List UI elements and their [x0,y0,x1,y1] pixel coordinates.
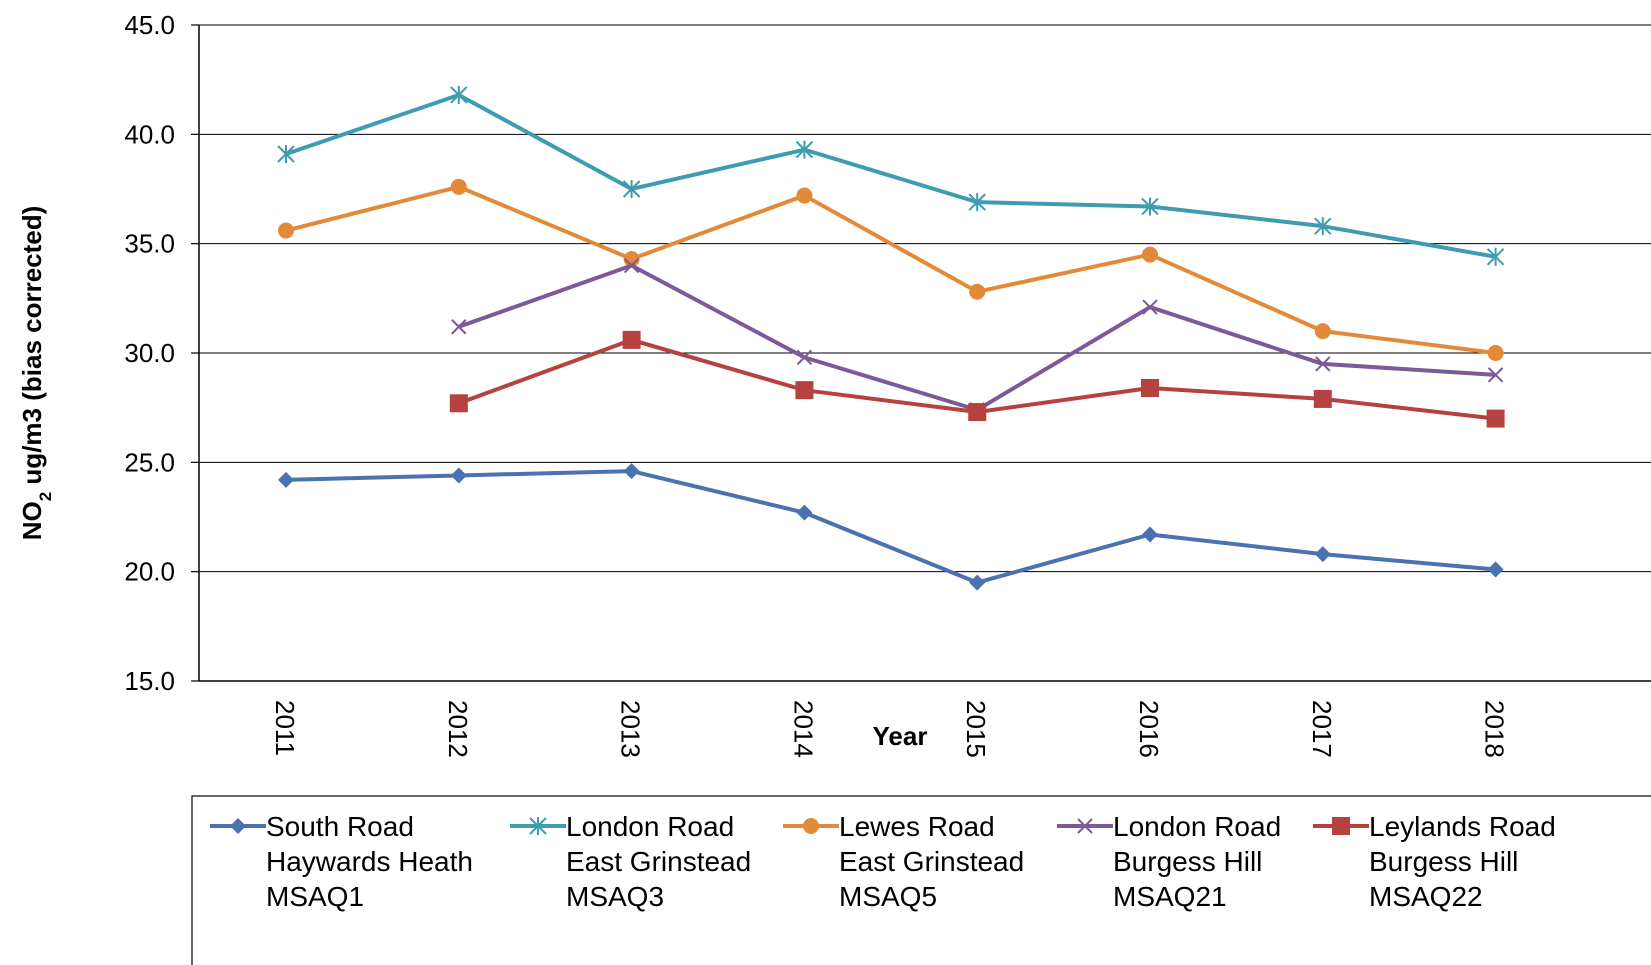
series-1 [278,463,1504,591]
x-tick-label: 2017 [1307,700,1337,758]
data-point [1487,367,1504,383]
legend-entry: Leylands Road Burgess Hill MSAQ22 [1313,811,1556,912]
legend-label: MSAQ3 [566,881,664,912]
legend-label: Burgess Hill [1369,846,1518,877]
data-point [1142,299,1158,315]
legend: South Road Haywards Heath MSAQ1 London Road… [191,795,1651,965]
data-point [277,145,295,164]
data-point [450,85,468,104]
data-point [1142,246,1158,263]
data-point [795,381,814,400]
data-point [450,467,467,484]
data-point [1142,526,1158,543]
legend-label: London Road [566,811,734,842]
legend-label: MSAQ1 [266,881,364,912]
data-point [796,187,813,204]
data-point [796,349,813,366]
series-group [277,85,1505,591]
legend-label: Haywards Heath [266,846,473,877]
series-2 [277,85,1505,266]
legend-entry: London Road East Grinstead MSAQ3 [510,811,751,912]
data-point [968,193,986,212]
series-line [285,92,1496,259]
data-point [1332,817,1350,835]
data-point [451,319,467,335]
y-tick-label: 40.0 [124,119,175,149]
data-point [529,817,547,835]
y-tick-label: 15.0 [124,666,175,696]
data-point [1315,356,1331,372]
data-point [278,222,294,239]
axes [198,25,1651,682]
data-point [449,394,468,413]
legend-label: Leylands Road [1369,811,1556,842]
x-tick-labels: 2011 2012 2013 2014 2015 2016 2017 2018 [270,700,1510,758]
series-4 [451,257,1504,418]
y-tick-label: 20.0 [124,557,175,587]
y-tick-labels: 15.0 20.0 25.0 30.0 35.0 40.0 45.0 [124,10,175,696]
x-tick-label: 2014 [788,700,818,758]
legend-label: MSAQ5 [839,881,937,912]
data-point [1486,409,1505,428]
data-point [1077,818,1093,834]
data-point [1314,546,1331,563]
data-point [969,574,986,591]
data-point [1313,389,1332,408]
data-point [1314,323,1331,340]
x-tick-label: 2013 [616,700,646,758]
legend-entry: South Road Haywards Heath MSAQ1 [210,811,473,912]
legend-label: Lewes Road [839,811,995,842]
x-tick-label: 2011 [270,700,300,756]
series-line [285,184,1496,355]
data-point [623,463,640,480]
legend-label: Burgess Hill [1113,846,1262,877]
data-point [803,818,819,834]
legend-label: MSAQ22 [1369,881,1483,912]
legend-entry: London Road Burgess Hill MSAQ21 [1057,811,1281,912]
y-axis-title: NO2 ug/m3 (bias corrected) [17,206,55,541]
gridlines [191,24,1651,682]
data-point [1486,247,1505,266]
data-point [796,504,813,521]
data-point [1141,197,1159,216]
legend-label: East Grinstead [839,846,1024,877]
x-tick-label: 2018 [1480,700,1510,758]
series-line [285,469,1496,585]
y-tick-label: 35.0 [124,229,175,259]
legend-label: South Road [266,811,414,842]
data-point [1487,561,1504,578]
data-point [450,178,467,195]
x-axis-title: Year [873,721,928,751]
x-tick-label: 2016 [1134,700,1164,758]
data-point [1314,217,1332,236]
y-tick-label: 30.0 [124,338,175,368]
data-point [278,471,294,488]
legend-label: London Road [1113,811,1281,842]
legend-entry: Lewes Road East Grinstead MSAQ5 [783,811,1024,912]
series-3 [278,178,1504,361]
data-point [969,283,986,300]
x-tick-label: 2015 [961,700,991,758]
data-point [1487,345,1504,361]
data-point [968,403,987,422]
data-point [230,818,246,834]
legend-label: MSAQ21 [1113,881,1227,912]
y-tick-label: 25.0 [124,447,175,477]
legend-label: East Grinstead [566,846,751,877]
data-point [623,257,640,274]
series-5 [449,330,1505,428]
data-point [622,180,641,198]
data-point [1141,378,1159,397]
data-point [623,250,640,267]
x-tick-label: 2012 [443,700,473,758]
y-tick-label: 45.0 [124,10,175,40]
data-point [622,330,641,349]
legend-box [191,795,1651,965]
data-point [795,140,814,159]
